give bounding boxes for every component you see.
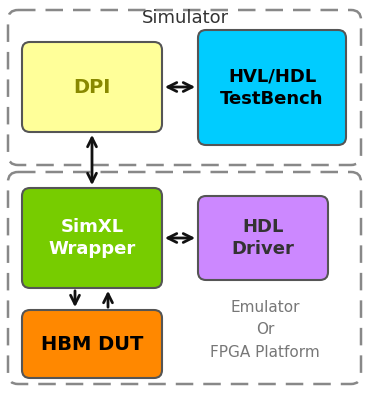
FancyBboxPatch shape bbox=[22, 310, 162, 378]
Text: HBM DUT: HBM DUT bbox=[41, 335, 143, 353]
Text: Emulator
Or
FPGA Platform: Emulator Or FPGA Platform bbox=[210, 300, 320, 360]
FancyBboxPatch shape bbox=[198, 196, 328, 280]
Text: Simulator: Simulator bbox=[141, 9, 229, 27]
Text: HDL
Driver: HDL Driver bbox=[232, 218, 295, 258]
Text: SimXL
Wrapper: SimXL Wrapper bbox=[48, 218, 136, 258]
FancyBboxPatch shape bbox=[22, 42, 162, 132]
FancyBboxPatch shape bbox=[22, 188, 162, 288]
FancyBboxPatch shape bbox=[198, 30, 346, 145]
Text: HVL/HDL
TestBench: HVL/HDL TestBench bbox=[220, 67, 324, 108]
Text: DPI: DPI bbox=[73, 78, 111, 97]
